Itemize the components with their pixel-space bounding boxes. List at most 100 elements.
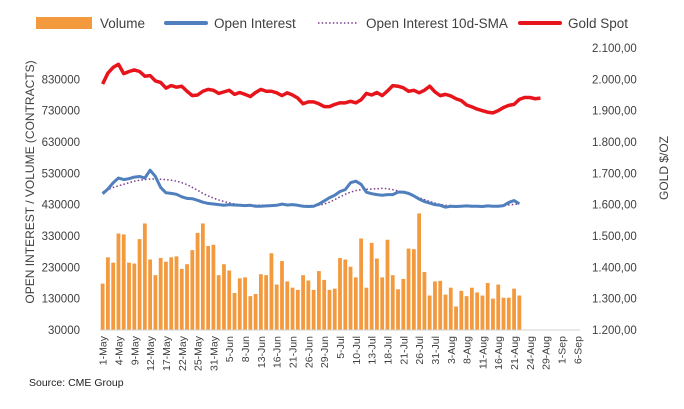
x-axis-tick-label: 8-Aug xyxy=(462,336,474,364)
x-axis-tick-label: 16-Jun xyxy=(272,336,284,368)
volume-bar xyxy=(111,262,116,330)
legend-label: Gold Spot xyxy=(568,16,628,31)
x-axis-tick-label: 10-Jul xyxy=(351,336,363,365)
volume-bar xyxy=(285,281,290,330)
volume-bar xyxy=(311,289,316,330)
volume-bar xyxy=(438,280,443,330)
volume-bar xyxy=(448,287,453,330)
left-axis-title: OPEN INTEREST / VOLUME (CONTRACTS) xyxy=(23,60,37,303)
volume-bar xyxy=(317,271,321,330)
volume-bar xyxy=(454,306,458,330)
volume-bar xyxy=(422,272,427,330)
volume-bar xyxy=(480,295,485,330)
left-axis-tick-label: 130000 xyxy=(42,294,80,306)
volume-bar xyxy=(269,253,274,330)
x-axis-tick-label: 3-Aug xyxy=(446,336,458,364)
volume-bar xyxy=(491,298,495,330)
volume-bar xyxy=(106,257,110,330)
volume-bar xyxy=(153,275,158,330)
volume-bar xyxy=(401,278,406,330)
volume-bar xyxy=(137,239,142,330)
volume-bar xyxy=(243,277,247,330)
x-axis-tick-label: 6-Sep xyxy=(572,336,584,364)
volume-bar xyxy=(343,259,348,330)
volume-bar xyxy=(264,275,269,330)
volume-bar xyxy=(132,263,137,330)
x-axis-tick-label: 1-May xyxy=(98,335,110,365)
left-axis-tick-label: 430000 xyxy=(42,200,80,212)
x-axis-tick-label: 5-Jul xyxy=(335,336,347,359)
volume-bar xyxy=(121,234,126,330)
right-axis-tick-label: 1.300,00 xyxy=(592,294,637,306)
legend-volume-swatch xyxy=(36,17,92,29)
volume-bar xyxy=(322,279,327,330)
x-axis-tick-label: 26-Jun xyxy=(303,336,315,368)
volume-bar xyxy=(301,275,305,330)
x-axis-tick-label: 1-Sep xyxy=(557,336,569,364)
volume-bar xyxy=(164,261,168,330)
x-axis-tick-label: 22-May xyxy=(177,335,189,371)
volume-bar xyxy=(116,233,121,330)
volume-bar xyxy=(237,278,242,330)
x-axis-tick-label: 18-Jul xyxy=(383,336,395,365)
right-axis-tick-label: 1.600,00 xyxy=(592,200,637,212)
x-axis-tick-label: 13-Jun xyxy=(256,336,268,368)
volume-bar xyxy=(411,249,416,330)
volume-bar xyxy=(332,288,337,330)
left-axis-tick-label: 830000 xyxy=(42,74,80,86)
volume-bar xyxy=(512,288,516,330)
x-axis-tick-label: 5-Jun xyxy=(224,336,236,362)
x-axis-tick-label: 16-Aug xyxy=(493,336,505,370)
volume-bar xyxy=(248,296,253,330)
volume-bar xyxy=(517,295,522,330)
volume-bar xyxy=(475,292,480,330)
x-axis-tick-label: 31-Jul xyxy=(430,336,442,365)
volume-bar xyxy=(469,287,474,330)
right-axis-tick-label: 1.800,00 xyxy=(592,137,637,149)
right-axis-tick-label: 1.400,00 xyxy=(592,262,637,274)
volume-bar xyxy=(375,258,379,330)
open-interest-line xyxy=(101,168,521,209)
left-axis-tick-label: 530000 xyxy=(42,168,80,180)
right-axis-tick-label: 1.500,00 xyxy=(592,231,637,243)
volume-bar xyxy=(485,283,490,330)
volume-bar xyxy=(290,287,295,330)
x-axis-tick-label: 12-May xyxy=(145,335,157,371)
volume-bar xyxy=(258,274,263,330)
x-axis-tick-label: 21-Jul xyxy=(398,336,410,365)
volume-bar xyxy=(179,268,184,330)
volume-bar xyxy=(142,223,147,330)
right-axis-tick-label: 2.000,00 xyxy=(592,74,637,86)
x-axis-tick-label: 26-Jul xyxy=(414,336,426,365)
volume-bar xyxy=(280,261,284,330)
x-axis-tick-label: 25-May xyxy=(193,335,205,371)
x-axis-tick-label: 21-Aug xyxy=(509,336,521,370)
volume-bar xyxy=(306,280,311,330)
volume-bar xyxy=(200,223,205,330)
left-axis-tick-label: 330000 xyxy=(42,231,80,243)
volume-bar xyxy=(506,297,511,330)
x-axis-tick-label: 21-Jun xyxy=(288,336,300,368)
volume-bar xyxy=(211,244,216,330)
volume-bar xyxy=(464,296,469,330)
right-axis-tick-label: 1.900,00 xyxy=(592,106,637,118)
x-axis-tick-label: 29-Jun xyxy=(319,336,331,368)
volume-bar xyxy=(169,257,174,330)
volume-bar xyxy=(348,266,353,330)
volume-bar xyxy=(190,250,195,330)
legend-label: Open Interest xyxy=(214,16,296,31)
volume-bar xyxy=(274,284,279,330)
x-axis-tick-label: 17-May xyxy=(161,335,173,371)
x-axis-tick-label: 11-Aug xyxy=(477,336,489,369)
volume-bar xyxy=(496,284,501,330)
x-axis-tick-label: 31-May xyxy=(208,335,220,371)
legend-label: Volume xyxy=(100,16,145,31)
volume-bar xyxy=(390,275,395,330)
volume-bar xyxy=(127,262,131,330)
x-axis-tick-label: 29-Aug xyxy=(541,336,553,370)
right-axis-tick-label: 1.700,00 xyxy=(592,168,637,180)
volume-bar xyxy=(158,257,163,330)
volume-bar xyxy=(216,275,221,330)
volume-bar xyxy=(232,293,237,330)
